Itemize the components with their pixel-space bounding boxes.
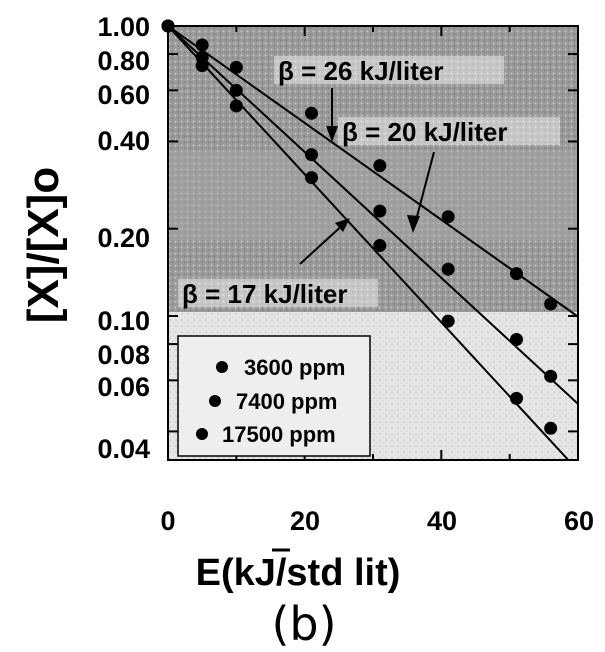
annotation-beta-26: β = 26 kJ/liter bbox=[278, 56, 443, 86]
y-axis-title: [X]/[X]o bbox=[19, 167, 68, 323]
annotation-beta-17: β = 17 kJ/liter bbox=[182, 279, 347, 309]
legend-marker bbox=[196, 428, 208, 440]
y-tick-label: 0.08 bbox=[97, 340, 150, 370]
data-point bbox=[510, 267, 523, 281]
y-tick-label: 0.80 bbox=[97, 46, 150, 76]
data-point bbox=[305, 148, 318, 162]
x-tick-label: 0 bbox=[160, 506, 175, 536]
data-point bbox=[305, 171, 318, 185]
y-tick-label: 0.06 bbox=[97, 372, 150, 402]
legend-marker bbox=[216, 361, 228, 373]
legend-label: 17500 ppm bbox=[222, 422, 336, 447]
data-point bbox=[373, 159, 387, 173]
legend: 3600 ppm 7400 ppm 17500 ppm bbox=[177, 335, 371, 457]
data-point bbox=[544, 297, 558, 311]
data-point bbox=[441, 210, 455, 224]
y-tick-label: 0.10 bbox=[97, 306, 150, 336]
legend-label: 3600 ppm bbox=[244, 355, 346, 380]
data-point bbox=[544, 421, 558, 435]
y-tick-label: 0.04 bbox=[97, 434, 150, 464]
data-point bbox=[229, 83, 243, 97]
legend-label: 7400 ppm bbox=[236, 389, 338, 414]
beta-annotations: β = 26 kJ/liter β = 20 kJ/liter β = 17 k… bbox=[178, 56, 560, 309]
data-point bbox=[195, 38, 209, 52]
x-tick-label: 40 bbox=[427, 506, 457, 536]
annotation-beta-20: β = 20 kJ/liter bbox=[342, 117, 507, 147]
data-point bbox=[229, 60, 243, 74]
data-point bbox=[441, 314, 455, 328]
y-tick-label: 1.00 bbox=[97, 12, 150, 42]
y-tick-label: 0.40 bbox=[97, 126, 150, 156]
data-point bbox=[305, 106, 318, 120]
data-point bbox=[510, 391, 523, 405]
data-point bbox=[229, 99, 243, 113]
x-tick-label: 60 bbox=[564, 506, 594, 536]
data-point bbox=[373, 239, 387, 253]
data-point bbox=[510, 332, 523, 346]
y-tick-label: 0.60 bbox=[97, 80, 150, 110]
x-axis-title: E(kJ/std lit) bbox=[196, 552, 401, 594]
data-point bbox=[544, 369, 558, 383]
x-tick-label: 20 bbox=[290, 506, 320, 536]
data-point bbox=[195, 50, 209, 64]
legend-marker bbox=[209, 395, 221, 407]
panel-label: (b) bbox=[271, 597, 336, 651]
data-point bbox=[441, 262, 455, 276]
data-point bbox=[373, 204, 387, 218]
y-tick-label: 0.20 bbox=[97, 223, 150, 253]
